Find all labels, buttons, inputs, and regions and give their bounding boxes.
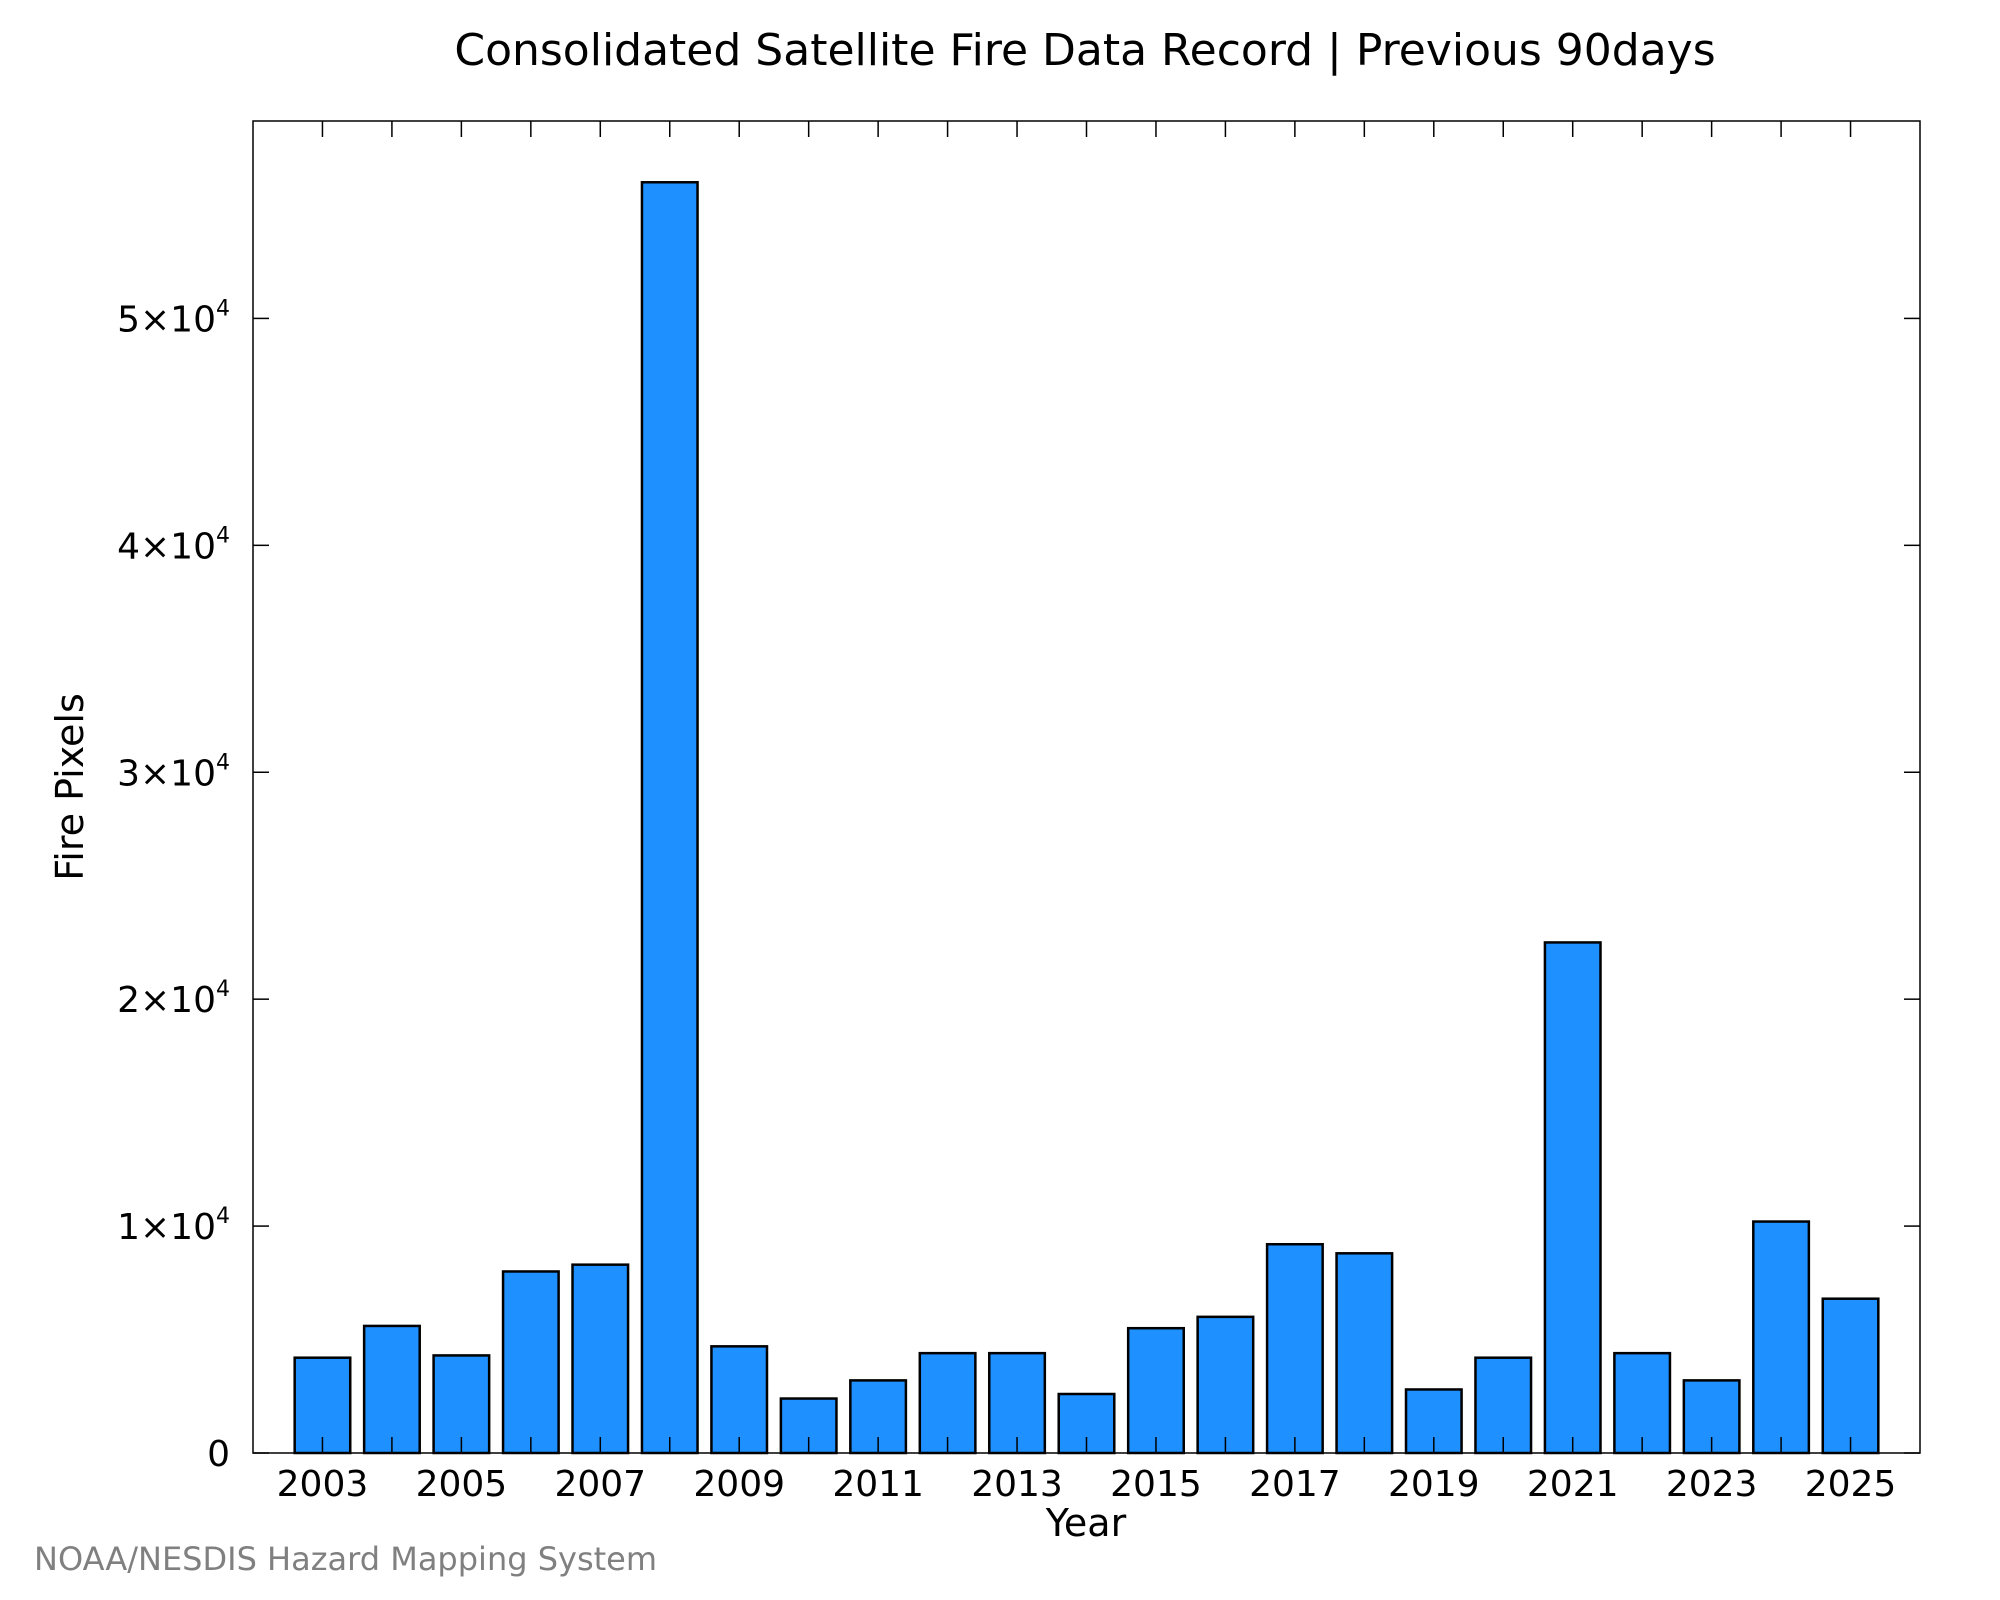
y-tick-label: 1×104	[117, 1204, 230, 1248]
x-tick-label: 2007	[554, 1464, 646, 1505]
x-tick-label: 2025	[1805, 1464, 1897, 1505]
y-tick-label: 2×104	[117, 977, 230, 1021]
x-tick-label: 2023	[1666, 1464, 1758, 1505]
chart-title: Consolidated Satellite Fire Data Record …	[454, 25, 1715, 76]
plot-area-frame	[252, 120, 1921, 1454]
bar-2006	[501, 1270, 560, 1455]
x-tick-label: 2013	[971, 1464, 1063, 1505]
x-tick-label: 2003	[277, 1464, 369, 1505]
credit-text: NOAA/NESDIS Hazard Mapping System	[34, 1540, 658, 1578]
bar-2021	[1543, 941, 1602, 1455]
x-tick-label: 2011	[832, 1464, 924, 1505]
x-tick-label: 2019	[1388, 1464, 1480, 1505]
bars-group	[293, 181, 1880, 1455]
x-tick-label: 2021	[1527, 1464, 1619, 1505]
bar-2008	[640, 181, 699, 1455]
bar-2025	[1821, 1297, 1880, 1455]
x-tick-label: 2015	[1110, 1464, 1202, 1505]
x-tick-label: 2005	[416, 1464, 508, 1505]
y-tick-label: 5×104	[117, 296, 230, 340]
x-tick-label: 2009	[693, 1464, 785, 1505]
x-axis-label: Year	[1045, 1501, 1127, 1545]
bar-2016	[1196, 1315, 1255, 1455]
y-tick-label: 4×104	[117, 523, 230, 567]
bar-2017	[1265, 1242, 1324, 1455]
bar-2015	[1126, 1326, 1185, 1455]
bar-2018	[1335, 1252, 1394, 1455]
bar-2004	[362, 1324, 421, 1455]
y-axis-ticks: 0 1×104 2×104 3×104 4×104 5×104	[117, 296, 1920, 1475]
bar-2024	[1752, 1220, 1811, 1455]
bar-2022	[1613, 1351, 1672, 1455]
bar-2012	[918, 1351, 977, 1455]
y-tick-label: 0	[207, 1434, 230, 1475]
bar-2007	[571, 1263, 630, 1455]
y-axis-label: Fire Pixels	[48, 693, 92, 881]
x-axis-ticks: 2003 2005 2007 2009 2011 2013 2015 2017 2019 2021…	[277, 121, 1897, 1505]
x-tick-label: 2017	[1249, 1464, 1341, 1505]
y-tick-label: 3×104	[117, 750, 230, 794]
